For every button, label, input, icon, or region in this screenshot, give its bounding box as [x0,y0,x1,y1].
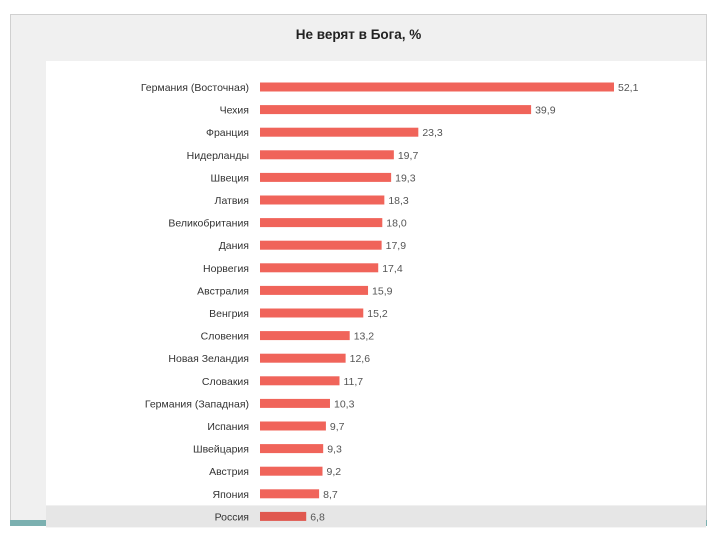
value-label: 15,2 [367,308,388,320]
value-label: 39,9 [535,105,556,117]
bar [260,195,385,205]
category-label: Россия [215,511,249,523]
bar [260,444,324,454]
value-label: 12,6 [350,353,371,365]
value-label: 13,2 [354,331,375,343]
bar [260,398,330,408]
category-label: Новая Зеландия [168,353,249,365]
value-label: 8,7 [323,489,338,501]
category-label: Швейцария [193,444,249,456]
bar [260,172,392,182]
bar [260,150,394,160]
value-label: 17,4 [382,263,403,275]
value-label: 9,3 [327,444,342,456]
value-label: 23,3 [422,127,443,139]
title-band [11,15,706,61]
bar [260,308,364,318]
value-label: 9,7 [330,421,345,433]
highlight-row [46,505,706,528]
bar [260,218,383,228]
category-label: Австрия [209,466,249,478]
bar [260,466,323,476]
value-label: 18,3 [388,195,409,207]
chart-title: Не верят в Бога, % [295,27,422,42]
value-label: 9,2 [327,466,342,478]
category-label: Япония [213,489,249,501]
bar [260,263,379,273]
value-label: 11,7 [343,376,363,388]
category-label: Нидерланды [187,150,249,162]
category-label: Австралия [197,285,249,297]
category-label: Германия (Западная) [145,398,249,410]
bar [260,511,307,521]
category-label: Германия (Восточная) [141,82,249,94]
bar [260,240,382,250]
category-label: Латвия [215,195,249,207]
value-label: 15,9 [372,285,393,297]
bar [260,285,369,295]
category-label: Норвегия [203,263,249,275]
value-label: 17,9 [386,240,407,252]
category-label: Чехия [220,105,249,117]
value-label: 52,1 [618,82,639,94]
bar [260,489,320,499]
category-label: Словения [201,331,249,343]
bar [260,331,350,341]
category-label: Венгрия [209,308,249,320]
value-label: 10,3 [334,398,355,410]
category-label: Швеция [211,172,250,184]
value-label: 6,8 [310,511,325,523]
bar [260,127,419,137]
category-label: Франция [206,127,249,139]
bar [260,353,346,363]
category-label: Великобритания [168,218,249,230]
bar [260,376,340,386]
category-label: Испания [207,421,249,433]
bar [260,105,532,115]
left-gutter [11,61,46,521]
value-label: 18,0 [386,218,407,230]
value-label: 19,3 [395,172,416,184]
category-label: Словакия [202,376,249,388]
value-label: 19,7 [398,150,419,162]
bar [260,82,614,92]
bar [260,421,326,431]
category-label: Дания [219,240,249,252]
